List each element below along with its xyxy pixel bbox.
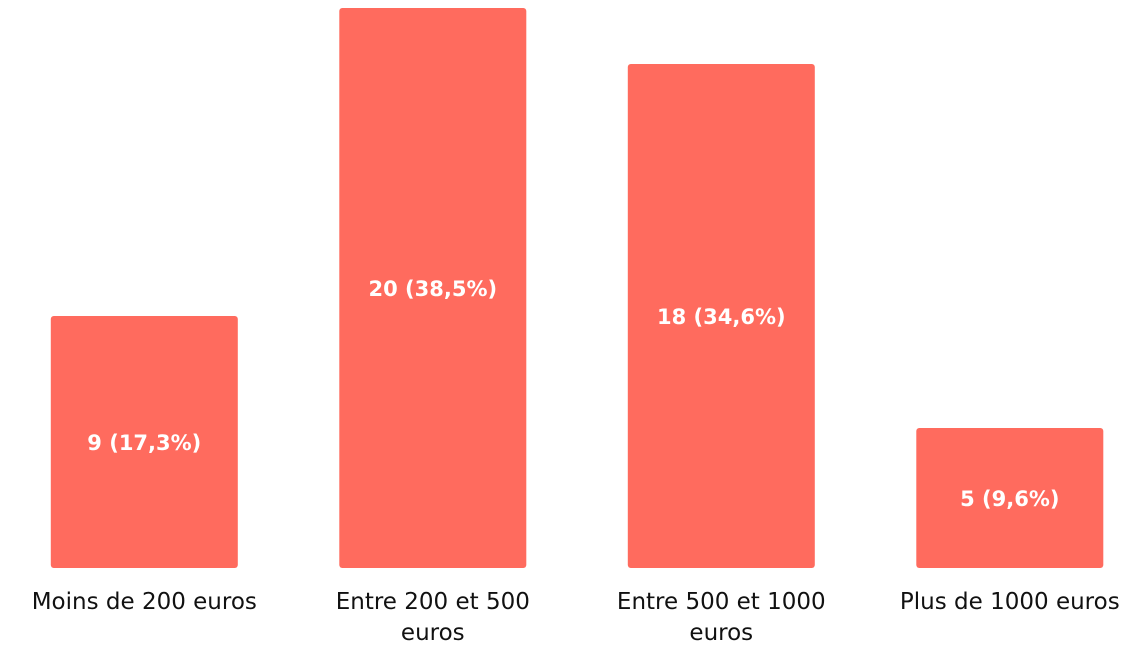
bar-1 bbox=[339, 8, 527, 568]
bar-0 bbox=[50, 316, 238, 568]
bar-3 bbox=[916, 428, 1104, 568]
data-labels-group: 9 (17,3%) 20 (38,5%) 18 (34,6%) 5 (9,6%) bbox=[87, 277, 1059, 511]
category-label-1-line-1: euros bbox=[401, 620, 465, 645]
category-label-2-line-1: euros bbox=[689, 620, 753, 645]
data-label-0: 9 (17,3%) bbox=[87, 431, 201, 455]
category-label-1-line-0: Entre 200 et 500 bbox=[336, 589, 530, 615]
data-label-1: 20 (38,5%) bbox=[369, 277, 498, 301]
category-label-2-line-0: Entre 500 et 1000 bbox=[617, 589, 826, 615]
bars-group bbox=[50, 8, 1104, 568]
category-label-0: Moins de 200 euros bbox=[32, 589, 257, 615]
category-label-3: Plus de 1000 euros bbox=[900, 589, 1120, 615]
data-label-2: 18 (34,6%) bbox=[657, 305, 786, 329]
bar-2 bbox=[627, 64, 815, 568]
data-label-3: 5 (9,6%) bbox=[960, 487, 1059, 511]
category-labels-group: Moins de 200 euros Entre 200 et 500 euros E… bbox=[32, 589, 1120, 645]
